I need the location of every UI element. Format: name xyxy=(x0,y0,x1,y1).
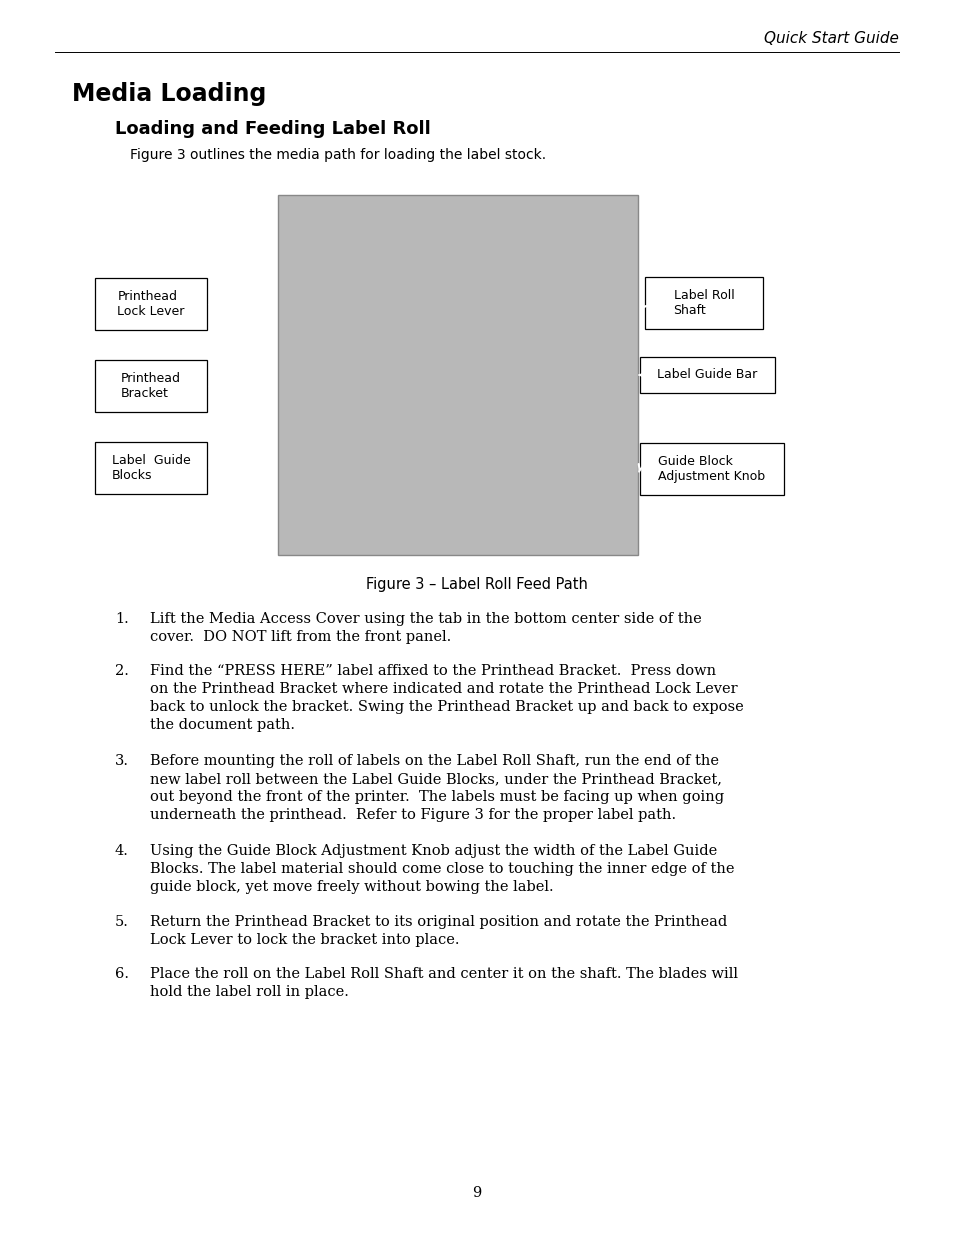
Text: Printhead
Lock Lever: Printhead Lock Lever xyxy=(117,290,185,317)
Bar xyxy=(644,277,762,329)
Text: Quick Start Guide: Quick Start Guide xyxy=(763,31,898,46)
Text: Return the Printhead Bracket to its original position and rotate the Printhead
L: Return the Printhead Bracket to its orig… xyxy=(150,915,726,947)
Text: Label Guide Bar: Label Guide Bar xyxy=(657,368,757,382)
Text: 4.: 4. xyxy=(115,844,129,858)
Text: Label Roll
Shaft: Label Roll Shaft xyxy=(673,289,734,317)
Text: Using the Guide Block Adjustment Knob adjust the width of the Label Guide
Blocks: Using the Guide Block Adjustment Knob ad… xyxy=(150,844,734,894)
Text: Printhead
Bracket: Printhead Bracket xyxy=(121,372,181,400)
Text: 2.: 2. xyxy=(115,664,129,678)
Text: Before mounting the roll of labels on the Label Roll Shaft, run the end of the
n: Before mounting the roll of labels on th… xyxy=(150,755,723,821)
Bar xyxy=(639,357,774,393)
Text: Label  Guide
Blocks: Label Guide Blocks xyxy=(112,454,191,482)
Text: Guide Block
Adjustment Knob: Guide Block Adjustment Knob xyxy=(658,454,764,483)
Text: 3.: 3. xyxy=(115,755,129,768)
Text: Place the roll on the Label Roll Shaft and center it on the shaft. The blades wi: Place the roll on the Label Roll Shaft a… xyxy=(150,967,738,999)
Bar xyxy=(639,443,783,495)
Text: 1.: 1. xyxy=(115,613,129,626)
Text: Figure 3 outlines the media path for loading the label stock.: Figure 3 outlines the media path for loa… xyxy=(130,148,545,162)
Text: 6.: 6. xyxy=(115,967,129,981)
Text: Figure 3 – Label Roll Feed Path: Figure 3 – Label Roll Feed Path xyxy=(366,577,587,592)
Text: Find the “PRESS HERE” label affixed to the Printhead Bracket.  Press down
on the: Find the “PRESS HERE” label affixed to t… xyxy=(150,664,743,731)
Bar xyxy=(95,442,207,494)
Text: Media Loading: Media Loading xyxy=(71,82,266,106)
Bar xyxy=(95,359,207,412)
Bar xyxy=(277,195,638,555)
Text: Lift the Media Access Cover using the tab in the bottom center side of the
cover: Lift the Media Access Cover using the ta… xyxy=(150,613,701,643)
Text: Loading and Feeding Label Roll: Loading and Feeding Label Roll xyxy=(115,120,431,138)
Text: 5.: 5. xyxy=(115,915,129,929)
Text: 9: 9 xyxy=(472,1186,481,1200)
Bar xyxy=(95,278,207,330)
